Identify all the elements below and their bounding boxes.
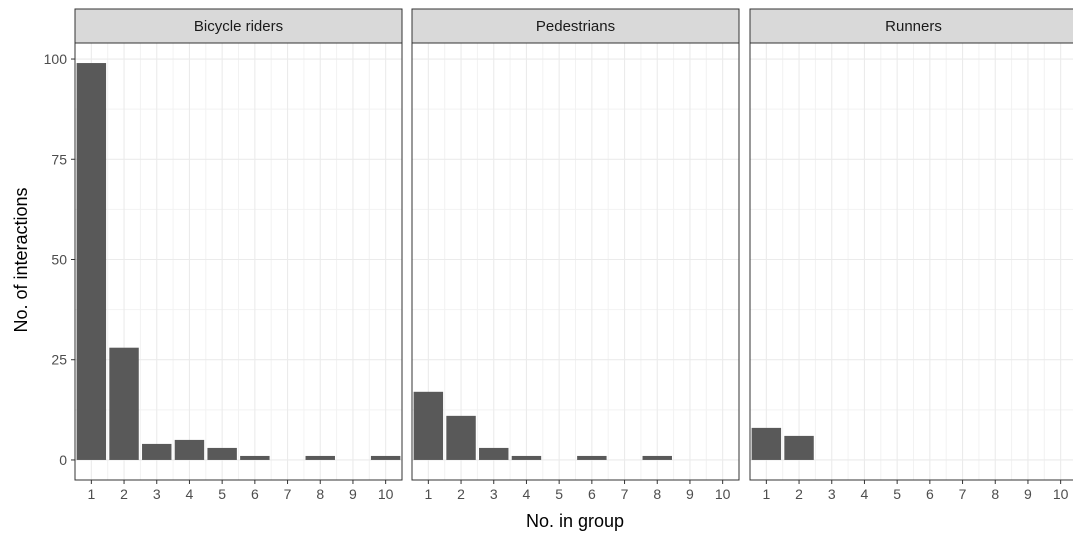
x-tick-label: 3	[153, 486, 161, 502]
x-tick-label: 1	[762, 486, 770, 502]
x-tick-label: 8	[316, 486, 324, 502]
panel-title: Pedestrians	[536, 18, 615, 35]
y-axis-title: No. of interactions	[11, 187, 31, 332]
bar	[577, 455, 607, 460]
bar	[446, 415, 476, 460]
x-tick-label: 9	[686, 486, 694, 502]
x-tick-label: 10	[715, 486, 731, 502]
x-tick-label: 2	[120, 486, 128, 502]
panels-layer: Bicycle riders 1 2 3 4 5 6 7 8 9 10 Pedestrians 1 2 3 4…	[74, 8, 1073, 502]
x-tick-label: 10	[1053, 486, 1069, 502]
x-tick-label: 1	[424, 486, 432, 502]
bar	[240, 455, 270, 460]
panel-title: Bicycle riders	[194, 18, 283, 35]
bar	[479, 447, 509, 460]
x-tick-label: 2	[457, 486, 465, 502]
bar	[76, 63, 107, 460]
panel-2: Runners 1 2 3 4 5 6 7 8 9 10	[749, 8, 1073, 502]
y-tick-label: 100	[44, 51, 68, 67]
x-tick-label: 9	[349, 486, 357, 502]
y-tick-label: 0	[59, 452, 67, 468]
x-tick-label: 3	[828, 486, 836, 502]
x-tick-label: 8	[653, 486, 661, 502]
x-tick-label: 6	[588, 486, 596, 502]
y-tick-label: 25	[51, 352, 67, 368]
x-tick-label: 5	[893, 486, 901, 502]
panel-strip	[749, 8, 1073, 44]
bar	[642, 455, 672, 460]
bar	[370, 455, 401, 460]
x-tick-label: 8	[991, 486, 999, 502]
x-tick-label: 2	[795, 486, 803, 502]
bar	[207, 447, 237, 460]
bar	[142, 443, 172, 460]
panel-border	[74, 42, 403, 481]
panel-border	[411, 42, 740, 481]
x-tick-label: 10	[378, 486, 394, 502]
bar	[751, 427, 782, 460]
x-tick-label: 9	[1024, 486, 1032, 502]
x-tick-label: 4	[861, 486, 869, 502]
bar	[305, 455, 335, 460]
bar	[174, 439, 205, 460]
bar	[511, 455, 542, 460]
bar	[784, 435, 814, 460]
panel-background	[750, 43, 1073, 480]
x-axis-title: No. in group	[526, 511, 624, 531]
x-tick-label: 6	[926, 486, 934, 502]
x-tick-label: 6	[251, 486, 259, 502]
panel-0: Bicycle riders 1 2 3 4 5 6 7 8 9 10	[74, 8, 403, 502]
x-tick-label: 1	[87, 486, 95, 502]
y-axis: 0 25 50 75 100	[44, 51, 75, 468]
x-tick-label: 7	[284, 486, 292, 502]
panel-border	[749, 42, 1073, 481]
panel-strip	[74, 8, 403, 44]
x-tick-label: 4	[523, 486, 531, 502]
x-tick-label: 5	[218, 486, 226, 502]
y-tick-label: 50	[51, 251, 67, 267]
x-tick-label: 3	[490, 486, 498, 502]
x-tick-label: 4	[186, 486, 194, 502]
bar	[413, 391, 444, 460]
panel-1: Pedestrians 1 2 3 4 5 6 7 8 9 10	[411, 8, 740, 502]
panel-title: Runners	[885, 18, 942, 35]
x-tick-label: 7	[959, 486, 967, 502]
y-tick-label: 75	[51, 151, 67, 167]
bar	[109, 347, 139, 460]
x-tick-label: 5	[555, 486, 563, 502]
x-tick-label: 7	[621, 486, 629, 502]
panel-strip	[411, 8, 740, 44]
